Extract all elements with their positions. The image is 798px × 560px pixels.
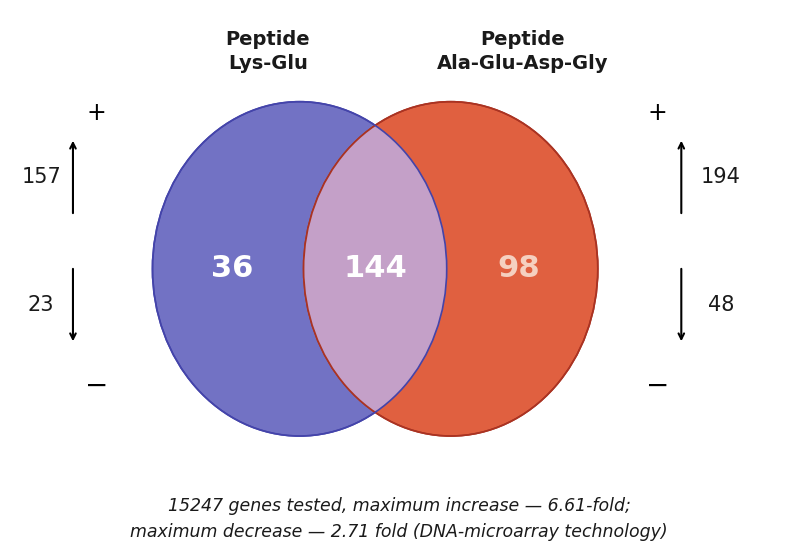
Text: maximum decrease — 2.71 fold (DNA-microarray technology): maximum decrease — 2.71 fold (DNA-microa… — [130, 523, 668, 541]
Text: 98: 98 — [497, 254, 539, 283]
Text: 15247 genes tested, maximum increase — 6.61-fold;: 15247 genes tested, maximum increase — 6… — [168, 497, 630, 515]
Text: 194: 194 — [701, 167, 741, 187]
Text: +: + — [87, 101, 107, 125]
Text: Peptide
Lys-Glu: Peptide Lys-Glu — [226, 30, 310, 73]
Text: Peptide
Ala-Glu-Asp-Gly: Peptide Ala-Glu-Asp-Gly — [437, 30, 608, 73]
Ellipse shape — [303, 102, 598, 436]
Text: −: − — [646, 372, 669, 400]
Text: 36: 36 — [211, 254, 253, 283]
Text: 157: 157 — [22, 167, 61, 187]
Text: −: − — [85, 372, 109, 400]
Text: +: + — [647, 101, 667, 125]
Ellipse shape — [152, 102, 447, 436]
Text: 48: 48 — [708, 295, 734, 315]
Text: 23: 23 — [28, 295, 54, 315]
Ellipse shape — [303, 102, 598, 436]
Text: 144: 144 — [343, 254, 407, 283]
Ellipse shape — [152, 102, 447, 436]
